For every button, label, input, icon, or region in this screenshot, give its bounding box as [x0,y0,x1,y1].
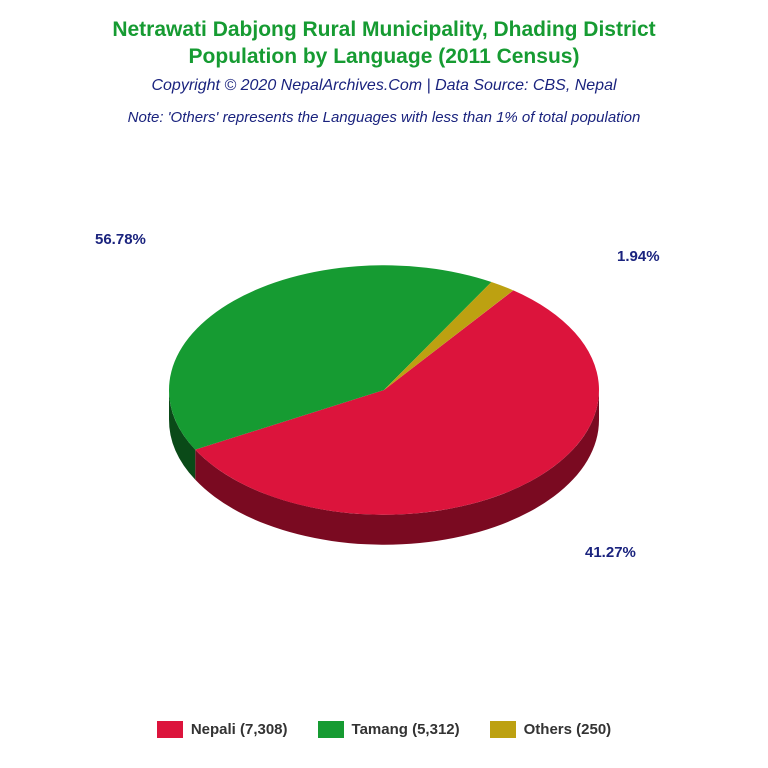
pct-label-tamang: 41.27% [585,544,636,561]
legend-swatch [318,721,344,738]
legend-swatch [157,721,183,738]
legend-item-nepali: Nepali (7,308) [157,721,288,738]
pct-label-nepali: 56.78% [95,231,146,248]
legend-label: Nepali (7,308) [191,721,288,738]
legend: Nepali (7,308) Tamang (5,312) Others (25… [0,721,768,738]
legend-item-others: Others (250) [490,721,612,738]
pie-chart: 56.78% 41.27% 1.94% [0,0,768,768]
legend-item-tamang: Tamang (5,312) [318,721,460,738]
legend-swatch [490,721,516,738]
legend-label: Others (250) [524,721,612,738]
legend-label: Tamang (5,312) [352,721,460,738]
pct-label-others: 1.94% [617,248,660,265]
